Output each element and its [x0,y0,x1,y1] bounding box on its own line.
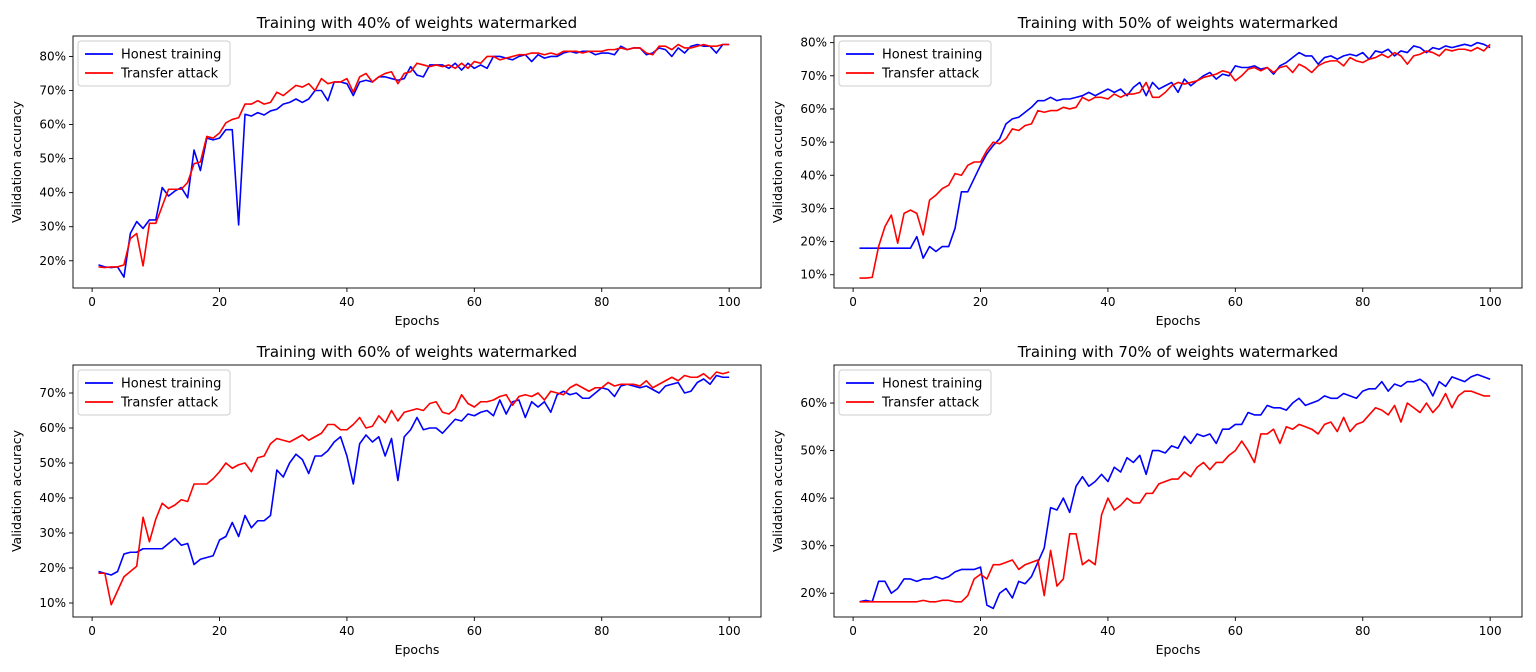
x-tick-label: 80 [1355,624,1370,638]
series-line-transfer-attack [98,371,730,606]
y-tick-label: 30% [39,526,66,540]
y-tick-label: 50% [800,135,827,149]
x-axis-label: Epochs [1156,313,1201,328]
y-tick-label: 80% [39,49,66,63]
y-tick-label: 20% [39,561,66,575]
x-tick-label: 40 [339,295,354,309]
x-tick-label: 100 [1479,624,1502,638]
legend: Honest training Transfer attack [77,40,231,87]
legend-entry: Honest training [121,48,221,63]
legend-box [838,369,992,416]
y-tick-label: 30% [800,539,827,553]
y-tick-label: 80% [800,36,827,50]
y-tick-label: 10% [39,596,66,610]
x-tick-label: 20 [212,295,227,309]
y-axis-label: Validation accuracy [9,100,24,223]
chart-panel-4: Training with 70% of weights watermarked… [770,343,1523,657]
x-axis-label: Epochs [1156,642,1201,657]
y-tick-label: 20% [800,235,827,249]
x-tick-label: 0 [88,624,96,638]
y-axis-label: Validation accuracy [770,429,785,552]
x-tick-label: 60 [1228,624,1243,638]
series-line-honest-training [98,43,730,278]
x-tick-label: 40 [339,624,354,638]
legend-box [77,40,231,87]
x-tick-label: 0 [88,295,96,309]
y-tick-label: 30% [800,201,827,215]
x-tick-label: 40 [1100,295,1115,309]
y-tick-label: 50% [39,456,66,470]
x-tick-label: 20 [973,624,988,638]
y-tick-label: 60% [39,421,66,435]
legend-entry: Transfer attack [120,396,219,411]
legend: Honest training Transfer attack [77,369,231,416]
chart-title: Training with 40% of weights watermarked [256,14,577,32]
x-tick-label: 80 [594,624,609,638]
y-tick-label: 30% [39,220,66,234]
y-tick-label: 70% [39,83,66,97]
legend-entry: Honest training [882,377,982,392]
chart-panel-3: Training with 60% of weights watermarked… [9,343,762,657]
x-tick-label: 80 [594,295,609,309]
x-tick-label: 0 [849,295,857,309]
chart-panel-1: Training with 40% of weights watermarked… [9,14,762,328]
x-tick-label: 80 [1355,295,1370,309]
y-tick-label: 60% [800,102,827,116]
y-tick-label: 60% [800,396,827,410]
series-line-honest-training [859,373,1491,610]
legend-box [838,40,992,87]
legend-entry: Transfer attack [881,67,980,82]
y-tick-label: 40% [800,168,827,182]
legend: Honest training Transfer attack [838,40,992,87]
y-axis-label: Validation accuracy [770,100,785,223]
legend-entry: Honest training [121,377,221,392]
x-tick-label: 60 [1228,295,1243,309]
plot-frame [72,35,762,289]
y-tick-label: 50% [39,152,66,166]
legend-entry: Transfer attack [881,396,980,411]
y-tick-label: 40% [800,491,827,505]
series-line-honest-training [859,41,1491,259]
y-tick-label: 40% [39,186,66,200]
chart-title: Training with 60% of weights watermarked [256,343,577,361]
y-tick-label: 70% [39,386,66,400]
chart-title: Training with 50% of weights watermarked [1017,14,1338,32]
y-tick-label: 50% [800,444,827,458]
x-tick-label: 60 [467,624,482,638]
x-tick-label: 0 [849,624,857,638]
y-tick-label: 10% [800,268,827,282]
y-tick-label: 60% [39,118,66,132]
legend: Honest training Transfer attack [838,369,992,416]
series-line-transfer-attack [859,43,1491,279]
legend-box [77,369,231,416]
x-tick-label: 100 [718,624,741,638]
plot-frame [833,35,1523,289]
series-line-transfer-attack [98,43,730,269]
x-tick-label: 20 [212,624,227,638]
chart-panel-2: Training with 50% of weights watermarked… [770,14,1523,328]
y-tick-label: 20% [39,254,66,268]
y-axis-label: Validation accuracy [9,429,24,552]
plot-frame [833,364,1523,618]
x-tick-label: 100 [718,295,741,309]
x-tick-label: 40 [1100,624,1115,638]
legend-entry: Transfer attack [120,67,219,82]
x-axis-label: Epochs [395,642,440,657]
series-line-honest-training [98,374,730,576]
x-tick-label: 20 [973,295,988,309]
y-tick-label: 20% [800,586,827,600]
plot-frame [72,364,762,618]
x-tick-label: 100 [1479,295,1502,309]
y-tick-label: 40% [39,491,66,505]
y-tick-label: 70% [800,69,827,83]
x-tick-label: 60 [467,295,482,309]
chart-title: Training with 70% of weights watermarked [1017,343,1338,361]
legend-entry: Honest training [882,48,982,63]
series-line-transfer-attack [859,390,1491,603]
x-axis-label: Epochs [395,313,440,328]
